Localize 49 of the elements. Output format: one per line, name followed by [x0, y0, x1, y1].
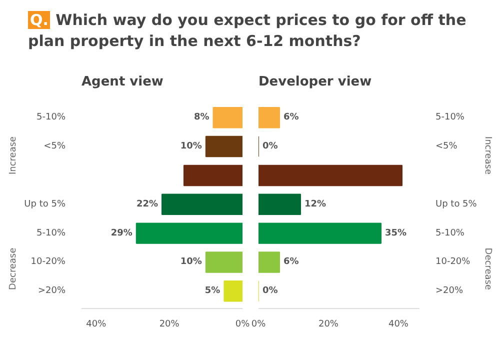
data-label: 22%	[136, 199, 158, 210]
x-tick-label: 40%	[388, 320, 409, 330]
data-label: 12%	[304, 199, 326, 210]
y-tick-label: <5%	[44, 142, 66, 152]
bar	[205, 136, 242, 158]
chart-subtitle: Developer view	[258, 74, 372, 90]
y-tick-label: >20%	[436, 286, 464, 296]
x-tick-label: 0%	[251, 320, 266, 330]
bar	[212, 107, 242, 128]
y-tick-label: 10-20%	[436, 257, 471, 268]
y-tick-label: 5-10%	[36, 228, 66, 238]
bar	[162, 194, 242, 216]
data-label: 35%	[385, 228, 407, 238]
data-label: 8%	[194, 112, 210, 123]
bar	[258, 194, 301, 216]
text: Decrease	[8, 247, 18, 290]
y-tick-label: 5-10%	[436, 112, 465, 123]
data-label: 0%	[262, 142, 278, 152]
x-tick-label: 20%	[159, 320, 180, 330]
data-label: 5%	[204, 286, 220, 296]
x-tick-label: 40%	[86, 320, 107, 330]
text: Increase	[8, 136, 18, 175]
y-tick-label: Up to 5%	[24, 199, 66, 210]
data-label: 6%	[284, 112, 299, 123]
bar	[258, 222, 382, 244]
y-tick-label: >20%	[38, 286, 66, 296]
data-label: 10%	[180, 142, 202, 152]
bar	[205, 252, 242, 273]
y-tick-label: <5%	[436, 142, 458, 152]
chart-title: Q. Which way do you expect prices to go for off the plan property in the next 6-12 months?	[28, 10, 468, 52]
y-tick-label: 5-10%	[436, 228, 465, 238]
data-label: 10%	[180, 257, 202, 268]
data-label: 29%	[110, 228, 132, 238]
bar	[258, 107, 280, 128]
bar	[224, 280, 242, 302]
data-label: 6%	[284, 257, 299, 268]
bar	[136, 222, 242, 244]
x-tick-label: 20%	[318, 320, 339, 330]
x-tick-label: 0%	[235, 320, 250, 330]
y-tick-label: 10-20%	[30, 257, 66, 268]
text: Decrease	[482, 248, 492, 290]
chart-subtitle: Agent view	[82, 74, 164, 90]
bar	[258, 164, 402, 186]
data-label: 0%	[262, 286, 278, 296]
bar	[258, 252, 280, 273]
text: Increase	[482, 136, 492, 175]
y-tick-label: Up to 5%	[436, 199, 478, 210]
y-tick-label: 5-10%	[36, 112, 66, 123]
bar	[183, 164, 242, 186]
